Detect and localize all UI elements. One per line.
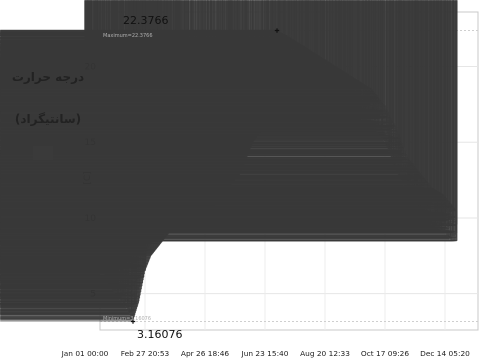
x-tick-label: Jan 01 00:00 <box>61 349 109 358</box>
legend-title: درجه حرارت <box>11 70 85 84</box>
y-tick-label: 15 <box>85 138 96 148</box>
x-tick-label: Apr 26 18:46 <box>181 349 229 358</box>
legend-swatch <box>33 146 53 160</box>
legend-unit: (سانتیگراد) <box>14 112 82 126</box>
max-value-label: 22.3766 <box>123 14 169 27</box>
x-tick-label: Oct 17 09:26 <box>361 349 409 358</box>
min-line-label: Minimum=3.16076 <box>103 316 151 322</box>
y-tick-label: 5 <box>90 290 96 300</box>
y-tick-label: 20 <box>85 63 97 73</box>
y-tick-label: 10 <box>85 214 97 224</box>
max-point-marker <box>274 28 280 33</box>
x-tick-label: Dec 14 05:20 <box>420 349 470 358</box>
x-tick-label: Feb 27 20:53 <box>121 349 170 358</box>
data-marker-cluster <box>0 0 458 242</box>
data-series <box>0 0 458 324</box>
max-line-label: Maximum=22.3766 <box>103 33 153 39</box>
x-tick-label: Jun 23 15:40 <box>241 349 289 358</box>
x-tick-label: Aug 20 12:33 <box>300 349 350 358</box>
y-axis-label: [C] <box>83 171 93 184</box>
axes: 5 10 15 20 Jan 01 00:00 Feb 27 20:53 Apr 26 18… <box>61 63 471 358</box>
min-value-label: 3.16076 <box>137 328 183 341</box>
min-point-marker <box>130 319 136 324</box>
